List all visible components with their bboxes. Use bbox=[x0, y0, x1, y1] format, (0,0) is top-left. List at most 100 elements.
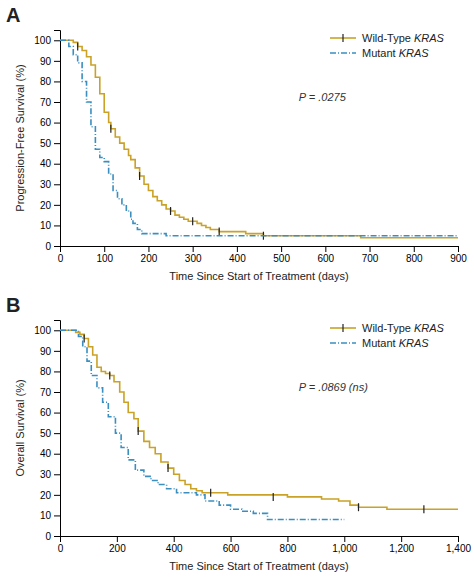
marks bbox=[60, 330, 458, 519]
tick-label: 0 bbox=[45, 531, 51, 542]
tick-mark bbox=[54, 123, 60, 124]
tick-mark bbox=[193, 246, 194, 252]
tick-label: 100 bbox=[34, 35, 51, 46]
tick-mark bbox=[54, 143, 60, 144]
tick-label: 30 bbox=[40, 469, 52, 480]
legend-entry: Mutant KRAS bbox=[330, 337, 429, 349]
censor-mark bbox=[84, 335, 85, 343]
tick-mark bbox=[54, 454, 60, 455]
tick: 60 bbox=[40, 117, 60, 128]
tick-label: 700 bbox=[362, 253, 379, 264]
tick-label: 100 bbox=[34, 325, 51, 336]
tick-mark bbox=[54, 164, 60, 165]
panel: 02004006008001,0001,2001,400010203040506… bbox=[6, 294, 471, 572]
censor-mark bbox=[423, 505, 424, 513]
panel-label: B bbox=[6, 294, 20, 316]
legend-label: Mutant KRAS bbox=[362, 337, 429, 349]
survival-line bbox=[60, 330, 458, 509]
censor-mark bbox=[167, 464, 168, 472]
legend-entry: Wild-Type KRAS bbox=[330, 322, 445, 334]
tick-mark bbox=[287, 536, 288, 542]
tick-label: 600 bbox=[223, 543, 240, 554]
tick-mark bbox=[54, 413, 60, 414]
tick-label: 90 bbox=[40, 346, 52, 357]
legend-label: Wild-Type KRAS bbox=[362, 322, 445, 334]
tick-label: 100 bbox=[96, 253, 113, 264]
censor-mark bbox=[77, 42, 78, 50]
x-axis-title: Time Since Start of Treatment (days) bbox=[169, 270, 348, 282]
y-axis: 0102030405060708090100 bbox=[34, 321, 60, 542]
tick-mark bbox=[54, 474, 60, 475]
tick-label: 10 bbox=[40, 220, 52, 231]
x-axis-title: Time Since Start of Treatment (days) bbox=[169, 560, 348, 572]
tick: 50 bbox=[40, 428, 60, 439]
tick-mark bbox=[344, 536, 345, 542]
tick-mark bbox=[54, 81, 60, 82]
axis-line bbox=[54, 321, 61, 537]
tick-mark bbox=[281, 246, 282, 252]
tick: 70 bbox=[40, 97, 60, 108]
tick-mark bbox=[148, 246, 149, 252]
tick: 40 bbox=[40, 448, 60, 459]
panel: 0100200300400500600700800900010203040506… bbox=[6, 4, 467, 282]
tick: 40 bbox=[40, 158, 60, 169]
tick: 1,400 bbox=[446, 536, 471, 554]
tick-label: 1,000 bbox=[332, 543, 357, 554]
censor-mark bbox=[358, 503, 359, 511]
tick: 300 bbox=[185, 246, 202, 264]
tick-label: 500 bbox=[273, 253, 290, 264]
tick-mark bbox=[370, 246, 371, 252]
tick: 400 bbox=[166, 536, 183, 554]
tick-label: 80 bbox=[40, 366, 52, 377]
tick-label: 60 bbox=[40, 117, 52, 128]
y-axis-title: Overall Survival (%) bbox=[14, 379, 26, 476]
tick: 100 bbox=[34, 325, 60, 336]
marks bbox=[60, 40, 458, 239]
tick: 200 bbox=[141, 246, 158, 264]
tick: 20 bbox=[40, 200, 60, 211]
tick-mark bbox=[54, 205, 60, 206]
tick-label: 0 bbox=[58, 253, 64, 264]
tick-mark bbox=[325, 246, 326, 252]
panel-label: A bbox=[6, 4, 20, 26]
tick-mark bbox=[401, 536, 402, 542]
survival-line bbox=[60, 40, 458, 235]
censor-mark bbox=[109, 372, 110, 380]
censor-mark bbox=[138, 427, 139, 435]
tick-mark bbox=[54, 61, 60, 62]
tick-mark bbox=[237, 246, 238, 252]
tick-mark bbox=[54, 392, 60, 393]
tick: 60 bbox=[40, 407, 60, 418]
censor-mark bbox=[273, 493, 274, 501]
survival-line bbox=[60, 40, 458, 237]
tick-label: 40 bbox=[40, 158, 52, 169]
x-axis: 0100200300400500600700800900 bbox=[58, 246, 468, 264]
tick: 1,200 bbox=[389, 536, 414, 554]
tick: 10 bbox=[40, 220, 60, 231]
tick-mark bbox=[104, 246, 105, 252]
tick-mark bbox=[414, 246, 415, 252]
tick: 400 bbox=[229, 246, 246, 264]
tick: 50 bbox=[40, 138, 60, 149]
tick-label: 800 bbox=[406, 253, 423, 264]
tick-label: 200 bbox=[141, 253, 158, 264]
tick-mark bbox=[54, 102, 60, 103]
tick-label: 900 bbox=[450, 253, 467, 264]
y-axis-title: Progression-Free Survival (%) bbox=[14, 64, 26, 211]
tick-label: 400 bbox=[229, 253, 246, 264]
tick-label: 20 bbox=[40, 490, 52, 501]
axis-line bbox=[61, 247, 459, 253]
tick-mark bbox=[174, 536, 175, 542]
tick-label: 1,200 bbox=[389, 543, 414, 554]
tick-label: 10 bbox=[40, 510, 52, 521]
tick: 80 bbox=[40, 76, 60, 87]
legend-entry: Wild-Type KRAS bbox=[330, 32, 445, 44]
legend: Wild-Type KRAS Mutant KRAS bbox=[330, 322, 445, 349]
tick-mark bbox=[54, 536, 60, 537]
tick: 20 bbox=[40, 490, 60, 501]
tick-label: 800 bbox=[280, 543, 297, 554]
tick: 500 bbox=[273, 246, 290, 264]
axis-line bbox=[54, 31, 61, 247]
tick: 100 bbox=[34, 35, 60, 46]
annotation: P = .0275 bbox=[299, 91, 347, 103]
